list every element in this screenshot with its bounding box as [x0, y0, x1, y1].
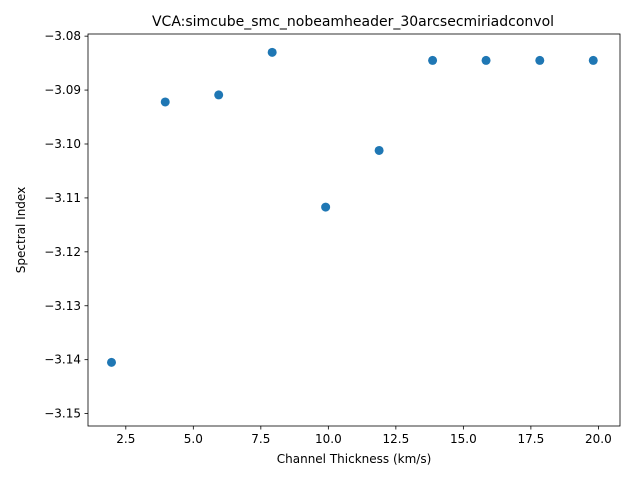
x-tick-label: 2.5	[116, 432, 135, 446]
y-tick-label: −3.09	[44, 83, 81, 97]
y-axis: −3.08 −3.09 −3.10 −3.11 −3.12 −3.13 −3.14 −3.15	[44, 29, 88, 421]
y-axis-title: Spectral Index	[14, 187, 28, 273]
x-tick-label: 17.5	[518, 432, 545, 446]
x-tick-label: 5.0	[184, 432, 203, 446]
chart-title: VCA:simcube_smc_nobeamheader_30arcsecmir…	[152, 14, 554, 30]
plot-frame	[87, 33, 621, 427]
data-point	[160, 97, 170, 107]
y-tick-label: −3.10	[44, 137, 81, 151]
data-point	[535, 55, 545, 65]
data-point	[428, 55, 438, 65]
x-axis: 2.5 5.0 7.5 10.0 12.5 15.0 17.5 20.0	[116, 426, 612, 446]
data-point	[481, 55, 491, 65]
y-tick-label: −3.12	[44, 245, 81, 259]
data-point	[267, 47, 277, 57]
x-tick-label: 15.0	[450, 432, 477, 446]
y-tick-label: −3.13	[44, 299, 81, 313]
data-point	[374, 145, 384, 155]
x-tick-label: 12.5	[382, 432, 409, 446]
x-tick-label: 20.0	[585, 432, 612, 446]
y-tick-label: −3.11	[44, 191, 81, 205]
data-point	[214, 90, 224, 100]
data-points	[106, 47, 598, 367]
x-axis-title: Channel Thickness (km/s)	[277, 452, 432, 466]
x-tick-label: 10.0	[315, 432, 342, 446]
x-tick-label: 7.5	[251, 432, 270, 446]
y-tick-label: −3.15	[44, 407, 81, 421]
data-point	[588, 55, 598, 65]
data-point	[321, 202, 331, 212]
y-tick-label: −3.08	[44, 29, 81, 43]
data-point	[106, 357, 116, 367]
y-tick-label: −3.14	[44, 353, 81, 367]
